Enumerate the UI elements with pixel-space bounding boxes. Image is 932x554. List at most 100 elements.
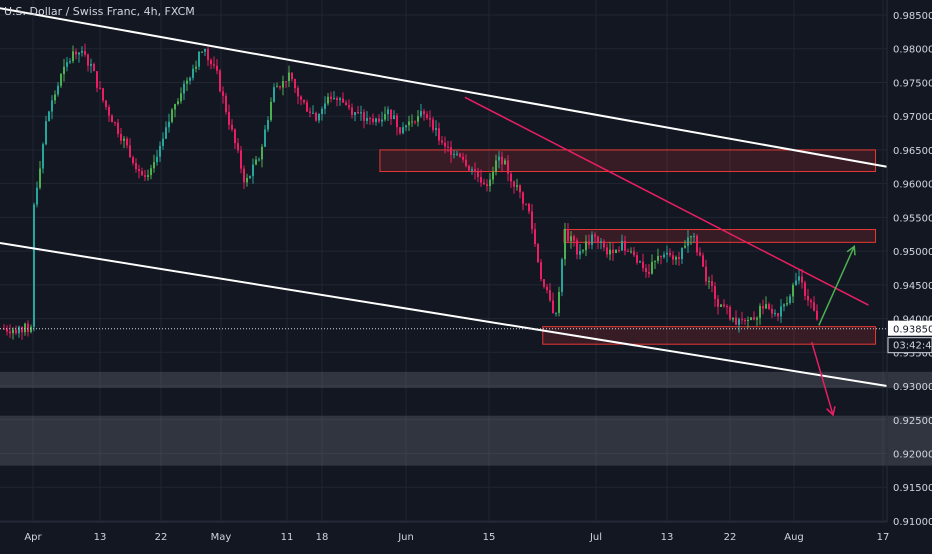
candle-body [786, 303, 788, 305]
zones [0, 149, 932, 466]
candle-body [693, 235, 695, 237]
candle-body [231, 124, 233, 130]
candle-body [744, 320, 746, 322]
candle-body [450, 147, 452, 155]
candle-body [180, 93, 182, 102]
resistance-zone-middle[interactable] [563, 229, 877, 243]
candle-body [660, 256, 662, 258]
candle-body [111, 115, 113, 123]
candle-body [588, 241, 590, 245]
candle-body [675, 257, 677, 260]
candle-body [21, 326, 23, 333]
candle-body [315, 112, 317, 121]
gray-zone-lower[interactable] [0, 415, 932, 466]
candle-body [69, 61, 71, 63]
candle-body [792, 285, 794, 297]
candle-body [294, 79, 296, 89]
bearish-arrow[interactable] [811, 341, 834, 416]
candle-body [714, 286, 716, 299]
candle-body [687, 237, 689, 246]
gray-zone-upper[interactable] [0, 371, 932, 389]
channel-upper-line[interactable] [0, 7, 888, 168]
time-tick-label: 18 [316, 532, 329, 543]
candle-body [717, 298, 719, 307]
bullish-arrow[interactable] [818, 246, 855, 326]
candle-body [195, 66, 197, 69]
countdown-label: 03:42:47 [893, 341, 932, 352]
candle-body [243, 168, 245, 183]
candle-body [306, 102, 308, 112]
price-tick-label: 0.96000 [893, 180, 932, 191]
candle-body [741, 319, 743, 321]
candle-body [186, 80, 188, 84]
candle-body [729, 306, 731, 320]
candle-body [663, 254, 665, 258]
candle-body [762, 306, 764, 309]
candle-body [66, 62, 68, 67]
candle-body [60, 74, 62, 86]
candle-body [3, 328, 5, 330]
candle-body [600, 241, 602, 243]
candle-body [447, 146, 449, 148]
candle-body [696, 235, 698, 253]
candle-body [702, 255, 704, 267]
candle-body [534, 229, 536, 245]
candle-body [96, 71, 98, 88]
candle-body [351, 107, 353, 115]
price-tick-label: 0.91500 [893, 483, 932, 494]
candle-body [621, 240, 623, 251]
resistance-zone-upper[interactable] [379, 149, 877, 173]
candle-body [699, 252, 701, 256]
time-tick-label: 13 [94, 532, 107, 543]
candle-body [444, 142, 446, 147]
trend-lines[interactable] [0, 7, 888, 417]
candle-body [612, 249, 614, 254]
candle-body [483, 182, 485, 185]
candle-body [780, 306, 782, 317]
chart-title: U.S. Dollar / Swiss Franc, 4h, FXCM [4, 5, 195, 18]
candle-body [345, 102, 347, 106]
candle-body [429, 117, 431, 120]
candle-body [420, 111, 422, 117]
support-zone[interactable] [542, 326, 877, 345]
candle-body [75, 51, 77, 55]
price-tick-label: 0.91000 [893, 517, 932, 528]
candle-body [63, 66, 65, 75]
candle-body [564, 229, 566, 260]
candle-body [543, 279, 545, 287]
candle-body [813, 302, 815, 311]
candle-body [318, 114, 320, 121]
candle-body [78, 52, 80, 55]
candle-body [486, 184, 488, 187]
price-tick-label: 0.93500 [893, 348, 932, 359]
channel-lower-line[interactable] [0, 242, 888, 388]
candle-body [423, 111, 425, 115]
candle-body [519, 185, 521, 193]
candle-body [432, 119, 434, 130]
candle-body [162, 138, 164, 146]
candle-body [720, 304, 722, 307]
candle-body [342, 98, 344, 103]
bearish-arrow-head [826, 406, 836, 417]
candle-body [192, 68, 194, 78]
candle-body [435, 128, 437, 130]
candle-body [723, 304, 725, 307]
price-tick-label: 0.94500 [893, 281, 932, 292]
candle-body [705, 266, 707, 282]
candle-body [159, 145, 161, 157]
candle-body [468, 165, 470, 171]
candle-body [777, 313, 779, 317]
candle-body [498, 156, 500, 161]
price-tick-label: 0.98000 [893, 45, 932, 56]
candle-body [246, 177, 248, 183]
candle-body [645, 268, 647, 273]
candle-body [24, 323, 26, 333]
candle-body [393, 115, 395, 120]
descending-trendline[interactable] [464, 96, 869, 306]
candle-body [531, 211, 533, 230]
candle-body [414, 121, 416, 123]
candle-body [168, 121, 170, 128]
candle-body [489, 179, 491, 187]
